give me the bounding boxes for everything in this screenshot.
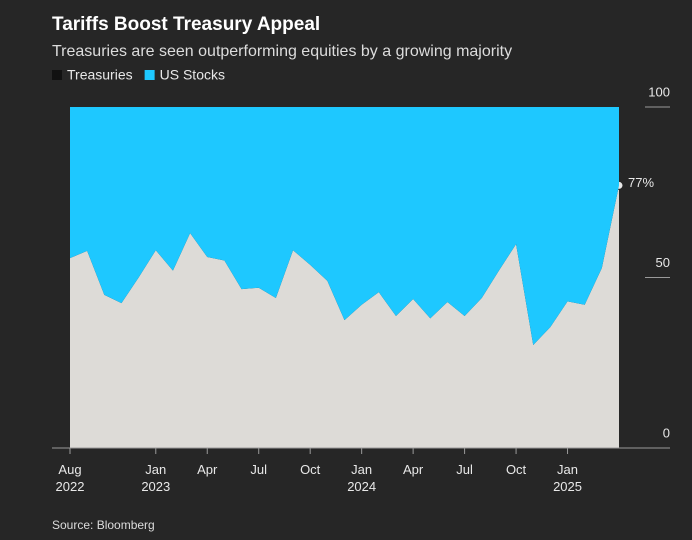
x-tick-label: Jul: [250, 462, 268, 477]
x-tick-label: Jan 2025: [553, 462, 582, 494]
area: [70, 185, 619, 448]
area: [70, 107, 619, 346]
y-tick-label: 50: [656, 255, 670, 270]
chart-title: Tariffs Boost Treasury Appeal: [52, 14, 320, 35]
legend-swatch: [52, 70, 62, 80]
x-tick-label: Apr: [403, 462, 424, 477]
y-tick-label: 100: [648, 84, 670, 99]
x-tick-label: Aug 2022: [55, 462, 85, 494]
y-tick-label: 0: [663, 425, 670, 440]
x-tick-label: Jan 2023: [141, 462, 171, 494]
end-label: 77%: [628, 175, 654, 190]
legend-swatch: [144, 70, 155, 80]
x-tick-label: Jul: [456, 462, 473, 477]
x-tick-label: Oct: [300, 462, 321, 477]
x-tick-label: Jan 2024: [347, 462, 377, 494]
legend-label: Treasuries: [67, 67, 133, 83]
x-tick-label: Oct: [505, 462, 527, 477]
source: Source: Bloomberg: [52, 518, 155, 532]
legend-label: US Stocks: [160, 67, 225, 83]
x-tick-label: Apr: [197, 462, 218, 477]
chart-subtitle: Treasuries are seen outperforming equiti…: [52, 43, 512, 60]
